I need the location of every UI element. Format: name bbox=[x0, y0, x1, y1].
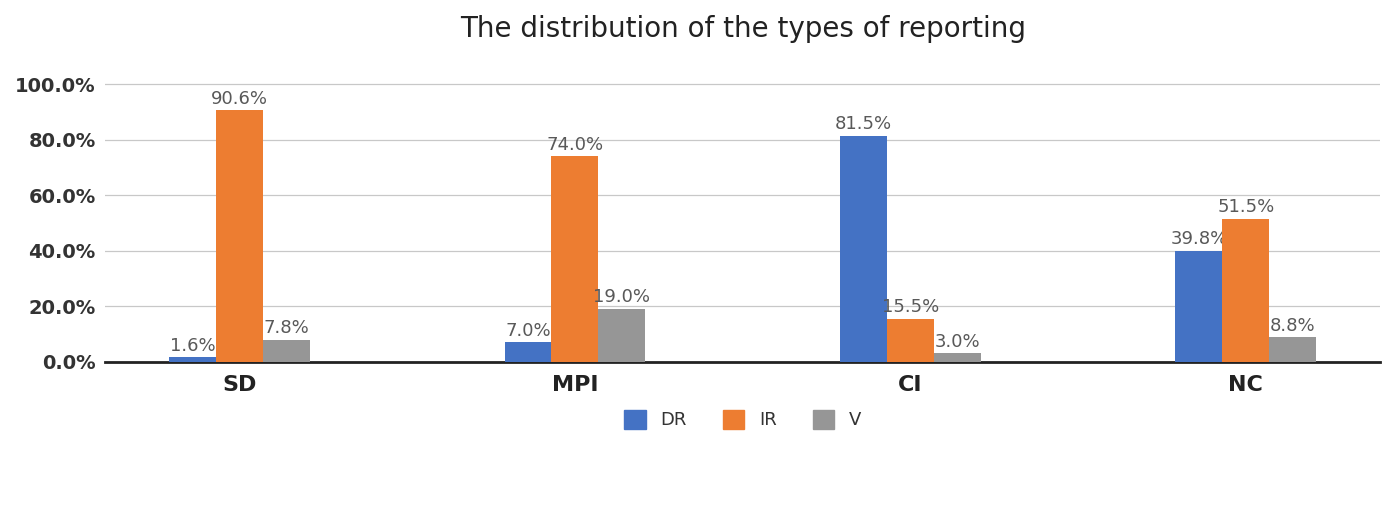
Bar bbox=[887, 319, 933, 362]
Bar bbox=[1222, 219, 1269, 362]
Text: 1.6%: 1.6% bbox=[170, 337, 215, 354]
Text: 39.8%: 39.8% bbox=[1170, 231, 1228, 248]
Bar bbox=[840, 136, 887, 362]
Text: 90.6%: 90.6% bbox=[211, 89, 268, 108]
Text: 51.5%: 51.5% bbox=[1218, 198, 1275, 216]
Bar bbox=[216, 110, 264, 362]
Bar bbox=[169, 357, 216, 362]
Bar bbox=[933, 353, 981, 362]
Text: 81.5%: 81.5% bbox=[834, 115, 891, 133]
Bar bbox=[598, 309, 646, 362]
Bar bbox=[551, 157, 598, 362]
Bar bbox=[264, 340, 310, 362]
Text: 19.0%: 19.0% bbox=[593, 288, 650, 306]
Text: 7.8%: 7.8% bbox=[264, 319, 310, 337]
Text: 8.8%: 8.8% bbox=[1269, 316, 1315, 335]
Bar bbox=[1176, 251, 1222, 362]
Legend: DR, IR, V: DR, IR, V bbox=[617, 403, 869, 436]
Text: 7.0%: 7.0% bbox=[505, 322, 551, 339]
Text: 74.0%: 74.0% bbox=[547, 136, 604, 153]
Text: 15.5%: 15.5% bbox=[882, 298, 939, 316]
Bar bbox=[1269, 337, 1317, 362]
Bar bbox=[505, 342, 551, 362]
Text: 3.0%: 3.0% bbox=[935, 333, 981, 351]
Title: The distribution of the types of reporting: The distribution of the types of reporti… bbox=[460, 15, 1025, 43]
